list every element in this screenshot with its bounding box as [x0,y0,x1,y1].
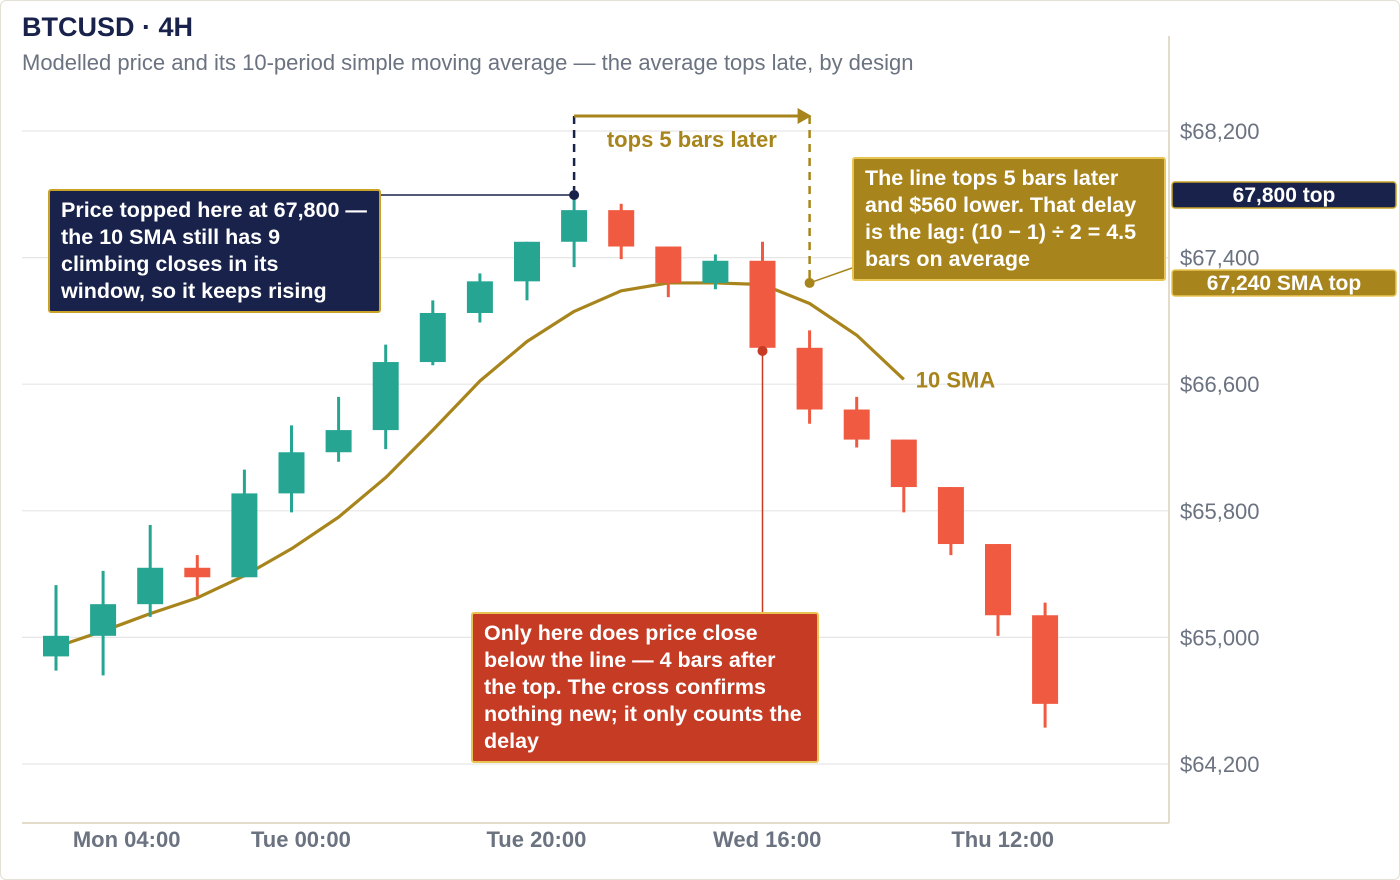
price-top-tag-text: 67,800 top [1233,184,1336,207]
candle [43,585,69,671]
candle [608,203,635,260]
candle [419,300,446,366]
candle [985,544,1011,636]
candle-body [937,487,964,545]
candle-body [325,430,352,453]
x-tick-label: Mon 04:00 [73,827,181,852]
sma-top-tag: 67,240 SMA top [1171,269,1397,297]
candle [890,439,917,513]
candle-body [749,260,776,348]
chart-title: BTCUSD · 4H [22,12,194,42]
candle [278,425,305,513]
x-tick-label: Wed 16:00 [713,827,821,852]
candle-body [43,635,69,657]
candle [325,396,352,462]
sma-top-leader [809,267,853,284]
candle-body [796,347,823,410]
candle [1032,602,1059,728]
annotation-lines: tops 5 bars later [381,108,853,612]
y-tick-label: $64,200 [1180,752,1260,777]
lag-arrow-head [797,108,812,124]
candle [466,273,493,323]
candle-body [890,439,917,488]
candle [514,241,540,301]
candle-body [985,544,1011,616]
candle [937,487,964,556]
candle [184,555,211,597]
price-top-tag: 67,800 top [1171,181,1397,209]
sma-line [55,281,905,649]
sma-top-callout: The line tops 5 bars later and $560 lowe… [852,157,1166,281]
price-top-dot [569,190,580,200]
x-tick-label: Tue 20:00 [486,827,586,852]
candle-body [231,493,258,578]
candle-body [561,210,588,242]
candle [372,344,399,450]
y-tick-label: $68,200 [1180,119,1260,144]
x-tick-label: Tue 00:00 [251,827,351,852]
sma-top-dot [804,277,815,288]
candle-body [137,567,164,605]
sma-top-tag-bg [1171,269,1397,297]
price-top-callout: Price topped here at 67,800 — the 10 SMA… [48,189,381,313]
candle [749,241,776,348]
y-tick-label: $66,600 [1180,372,1260,397]
candle [90,570,117,676]
cross-dot [757,345,768,356]
candle-body [90,604,117,636]
candle-body [419,312,446,363]
candle-body [1032,615,1059,704]
cross-callout: Only here does price close below the lin… [471,612,819,763]
lag-bracket-label: tops 5 bars later [607,127,777,152]
candle-body [184,567,211,578]
candle [702,254,729,290]
candle-body [843,409,870,440]
candle-body [655,246,682,283]
candles [43,194,1059,728]
y-tick-label: $65,800 [1180,499,1260,524]
candle [561,194,588,268]
y-tick-label: $67,400 [1180,246,1260,271]
sma-top-tag-text: 67,240 SMA top [1207,272,1361,295]
price-tags: 67,800 top 67,240 SMA top [1171,181,1397,297]
candle [655,246,682,298]
candle [231,469,258,578]
x-tick-label: Thu 12:00 [951,827,1054,852]
y-tick-label: $65,000 [1180,625,1260,650]
candle [843,396,870,448]
candle-body [702,260,729,283]
candle-body [278,452,305,494]
candle-body [608,210,635,247]
price-top-tag-bg [1171,181,1397,209]
candle-body [466,281,493,313]
candle [137,525,164,617]
candle-body [514,241,540,282]
candle [796,330,823,424]
chart-subtitle: Modelled price and its 10-period simple … [22,50,914,75]
sma-label: 10 SMA [916,367,996,392]
axes: $64,200 $65,000 $65,800 $66,600 $67,400 $68,2… [22,36,1260,852]
candle-body [372,362,399,431]
